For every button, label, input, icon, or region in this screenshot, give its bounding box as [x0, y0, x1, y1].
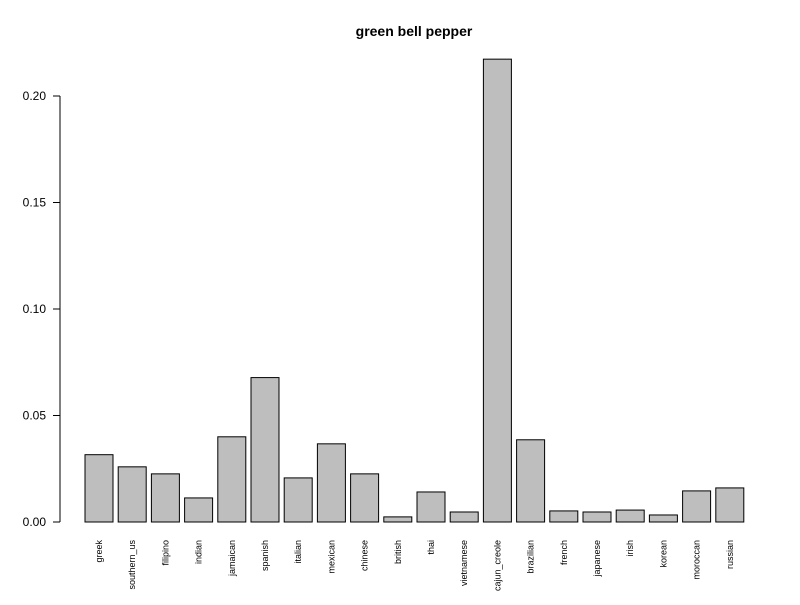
x-tick-label: russian	[725, 540, 735, 569]
bar-russian	[715, 487, 745, 523]
x-tick-label: filipino	[160, 540, 170, 566]
x-tick-label: chinese	[360, 540, 370, 571]
y-tick-label: 0.05	[23, 409, 47, 423]
x-tick-label: greek	[94, 540, 104, 563]
x-axis-labels: greek southern_us filipino indian jamaican sp…	[94, 540, 735, 592]
x-tick-label: indian	[194, 540, 204, 564]
bar-irish	[615, 509, 645, 523]
x-tick-label: japanese	[592, 540, 602, 578]
x-tick-label: vietnamese	[459, 540, 469, 586]
bar-korean	[648, 514, 678, 523]
x-tick-label: brazilian	[526, 540, 536, 574]
bar-italian	[283, 477, 313, 523]
bar-cajun-creole	[482, 58, 512, 523]
bar-moroccan	[682, 490, 712, 523]
x-tick-label: british	[393, 540, 403, 564]
bar-british	[383, 516, 413, 523]
y-tick-label: 0.20	[23, 89, 47, 103]
bar-thai	[416, 491, 446, 523]
x-tick-label: spanish	[260, 540, 270, 571]
x-tick-label: korean	[658, 540, 668, 568]
x-tick-label: french	[559, 540, 569, 565]
y-tick-label: 0.00	[23, 515, 47, 529]
bar-filipino	[150, 473, 180, 523]
bar-mexican	[316, 443, 346, 523]
x-tick-label: cajun_creole	[492, 540, 502, 591]
x-tick-label: irish	[625, 540, 635, 557]
x-tick-label: thai	[426, 540, 436, 555]
bars	[84, 58, 745, 523]
bar-southern-us	[117, 466, 147, 523]
y-tick-label: 0.15	[23, 196, 47, 210]
bar-vietnamese	[449, 511, 479, 523]
bar-french	[549, 510, 579, 523]
bar-greek	[84, 454, 114, 523]
bar-jamaican	[217, 436, 247, 523]
y-tick-label: 0.10	[23, 302, 47, 316]
bar-chinese	[350, 473, 380, 523]
x-tick-label: southern_us	[127, 540, 137, 590]
bar-brazilian	[516, 439, 546, 523]
x-tick-label: mexican	[326, 540, 336, 574]
chart-title: green bell pepper	[356, 23, 473, 39]
x-tick-label: italian	[293, 540, 303, 564]
y-axis: 0.00 0.05 0.10 0.15 0.20	[23, 89, 61, 529]
bar-indian	[184, 497, 214, 523]
bar-japanese	[582, 511, 612, 523]
x-tick-label: jamaican	[227, 540, 237, 577]
x-tick-label: moroccan	[692, 540, 702, 580]
bar-spanish	[250, 377, 280, 523]
